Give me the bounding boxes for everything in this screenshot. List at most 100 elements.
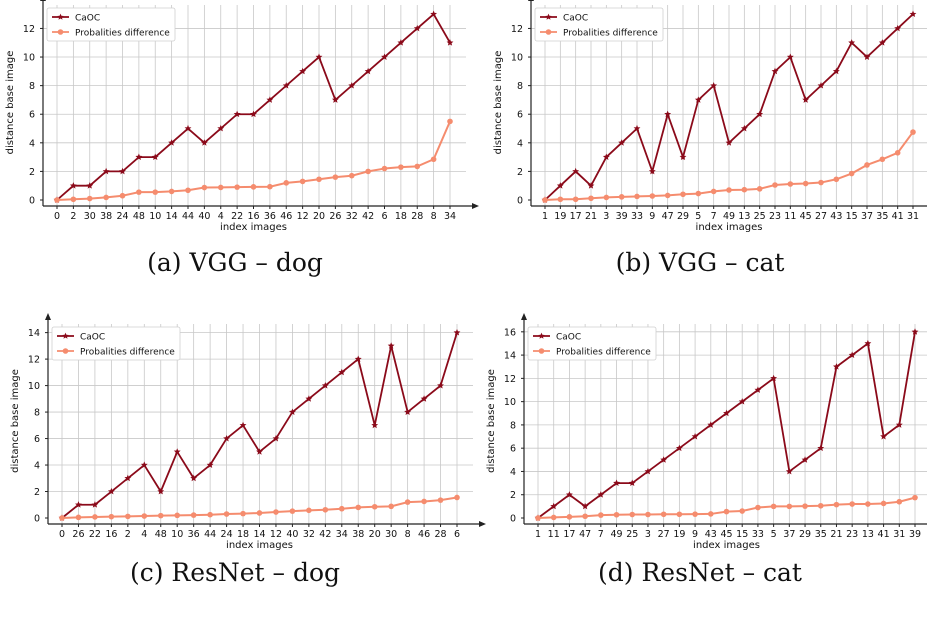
y-tick-label: 2: [29, 167, 35, 178]
data-point-caoc: [321, 381, 329, 389]
y-axis-arrow: [528, 0, 534, 1]
x-tick-label: 9: [649, 211, 655, 222]
y-tick-label: 4: [34, 461, 40, 472]
x-tick-label: 34: [444, 211, 456, 222]
data-point-probabilities-difference: [566, 514, 573, 520]
x-tick-label: 3: [645, 529, 651, 540]
data-point-probabilities-difference: [404, 499, 411, 505]
x-tick-label: 32: [346, 211, 358, 222]
legend-marker-circle: [545, 29, 552, 35]
data-point-caoc: [91, 501, 99, 508]
data-point-probabilities-difference: [289, 508, 296, 514]
data-point-caoc: [710, 82, 718, 89]
x-axis-arrow: [479, 521, 486, 527]
data-point-probabilities-difference: [680, 191, 686, 198]
x-tick-label: 36: [264, 211, 276, 222]
x-tick-label: 21: [830, 529, 842, 540]
x-tick-label: 24: [221, 529, 233, 540]
x-tick-label: 17: [563, 529, 575, 540]
data-point-probabilities-difference: [103, 194, 109, 201]
data-point-caoc: [644, 467, 652, 475]
data-point-probabilities-difference: [185, 187, 191, 194]
x-axis-label: index images: [693, 540, 760, 551]
data-point-caoc: [288, 408, 296, 415]
legend-label: Probalities difference: [75, 29, 170, 39]
x-tick-label: 37: [783, 529, 795, 540]
data-point-caoc: [124, 474, 132, 482]
data-point-caoc: [894, 24, 902, 32]
data-point-caoc: [387, 342, 395, 349]
data-point-probabilities-difference: [849, 501, 855, 507]
data-point-caoc: [691, 432, 699, 440]
data-point-probabilities-difference: [136, 189, 142, 195]
panel-caption: (b) VGG – cat: [615, 248, 785, 277]
data-point-probabilities-difference: [454, 494, 460, 501]
data-point-caoc: [315, 53, 323, 60]
data-point-caoc: [338, 368, 346, 376]
y-axis-label: distance base image: [10, 369, 21, 473]
data-point-caoc: [771, 67, 779, 75]
x-tick-label: 40: [286, 529, 298, 540]
y-tick-label: 6: [517, 110, 523, 121]
x-tick-label: 6: [454, 529, 460, 540]
data-point-caoc: [587, 182, 595, 189]
data-point-caoc: [157, 487, 165, 495]
data-point-caoc: [173, 448, 181, 455]
data-point-probabilities-difference: [802, 180, 809, 187]
y-axis-label: distance base image: [486, 369, 497, 473]
x-tick-label: 28: [411, 211, 423, 222]
legend-box: [51, 326, 181, 361]
x-tick-label: 39: [616, 211, 628, 222]
data-point-caoc: [223, 434, 231, 442]
data-point-probabilities-difference: [306, 507, 312, 514]
x-tick-label: 30: [84, 211, 96, 222]
x-tick-label: 47: [579, 529, 591, 540]
data-point-probabilities-difference: [125, 513, 131, 520]
data-point-probabilities-difference: [676, 511, 683, 518]
data-point-caoc: [413, 24, 421, 32]
x-tick-label: 45: [720, 529, 732, 540]
data-point-probabilities-difference: [660, 511, 667, 518]
x-tick-label: 4: [218, 211, 224, 222]
x-tick-label: 36: [188, 529, 200, 540]
data-point-probabilities-difference: [190, 512, 197, 518]
data-point-caoc: [785, 467, 793, 475]
data-point-probabilities-difference: [59, 515, 65, 521]
data-point-caoc: [648, 167, 656, 175]
legend: CaOC Probalities difference: [527, 326, 657, 361]
data-point-caoc: [602, 153, 610, 161]
data-point-caoc: [833, 363, 840, 370]
data-point-probabilities-difference: [256, 510, 263, 516]
y-tick-label: 16: [504, 327, 516, 338]
data-point-probabilities-difference: [723, 508, 730, 515]
data-point-probabilities-difference: [92, 514, 98, 520]
data-point-probabilities-difference: [770, 503, 777, 510]
data-point-probabilities-difference: [910, 129, 916, 135]
data-point-probabilities-difference: [54, 197, 60, 203]
data-point-caoc: [140, 461, 148, 468]
y-tick-label: 10: [28, 381, 40, 392]
data-point-caoc: [200, 139, 208, 146]
data-point-probabilities-difference: [645, 511, 651, 518]
data-point-probabilities-difference: [108, 513, 115, 520]
y-tick-label: 12: [23, 24, 35, 35]
data-point-caoc: [694, 96, 702, 103]
y-tick-label: 6: [510, 444, 516, 455]
y-tick-label: 4: [517, 138, 523, 149]
data-point-probabilities-difference: [338, 505, 345, 512]
x-tick-label: 2: [70, 211, 76, 222]
data-point-caoc: [299, 67, 307, 75]
legend-label: Probalities difference: [556, 348, 651, 358]
data-point-caoc: [597, 491, 605, 498]
data-point-probabilities-difference: [603, 194, 610, 201]
data-point-caoc: [282, 82, 290, 89]
data-point-probabilities-difference: [316, 176, 322, 183]
data-point-caoc: [348, 82, 356, 89]
x-tick-label: 41: [878, 529, 890, 540]
x-tick-label: 15: [736, 529, 748, 540]
data-point-probabilities-difference: [332, 174, 339, 180]
data-point-caoc: [256, 448, 263, 455]
x-tick-label: 11: [784, 211, 796, 222]
x-tick-label: 8: [431, 211, 437, 222]
